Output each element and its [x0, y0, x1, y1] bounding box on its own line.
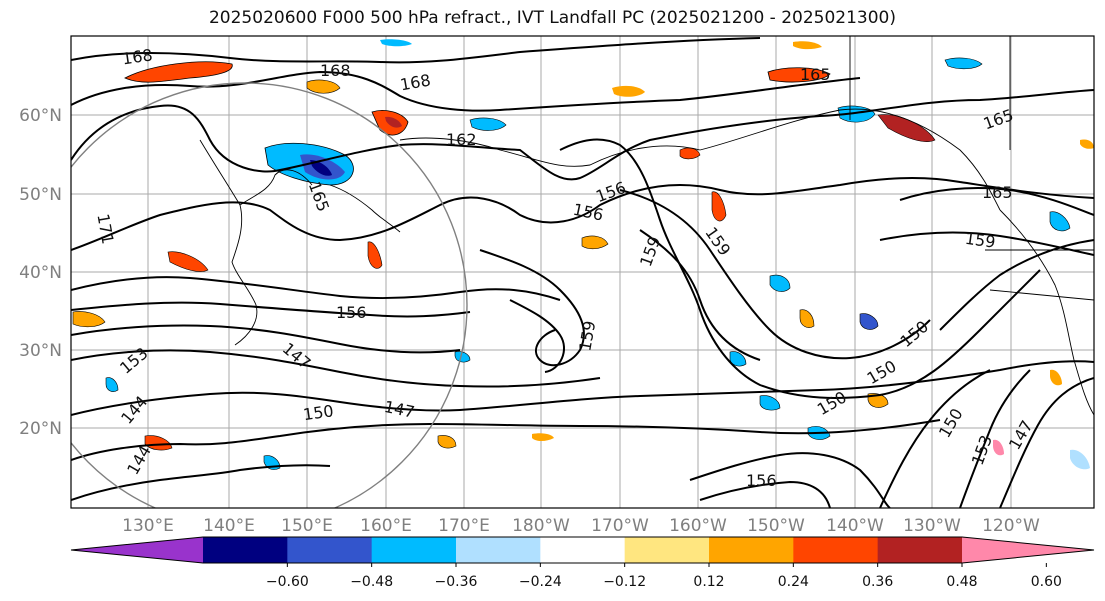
longitude-label: 130°W — [903, 516, 961, 536]
colorbar-extend-min — [71, 537, 203, 563]
shading-patch — [1080, 139, 1094, 149]
colorbar-tick-label: 0.24 — [778, 574, 809, 590]
plot-title: 2025020600 F000 500 hPa refract., IVT La… — [208, 8, 896, 28]
shading-patch — [469, 117, 507, 131]
longitude-label: 180°W — [512, 516, 570, 536]
colorbar-bin — [371, 537, 457, 563]
shading-patch — [367, 241, 383, 269]
shading-patch — [105, 377, 119, 392]
shading-patch — [612, 85, 645, 97]
shading-patch — [767, 67, 831, 83]
colorbar-labels: −0.60 −0.48 −0.36 −0.24 −0.12 0.12 0.24 0.36 0.4… — [266, 563, 1062, 590]
colorbar-tick-label: 0.12 — [693, 574, 724, 590]
colorbar — [70, 536, 1095, 564]
longitude-label: 160°E — [360, 516, 412, 536]
shading-patch — [1050, 369, 1062, 386]
colorbar-tick-label: 0.60 — [1031, 574, 1062, 590]
contour-label: 156 — [336, 303, 367, 322]
contour-lines — [71, 37, 1094, 508]
longitude-label: 130°E — [122, 516, 174, 536]
shading-patch — [1070, 449, 1090, 470]
contour-label: 168 — [320, 61, 351, 80]
colorbar-tick-label: 0.48 — [946, 574, 977, 590]
contour-label: 150 — [302, 401, 335, 424]
latitude-labels: 60°N 50°N 40°N 30°N 20°N — [19, 106, 62, 439]
shading-patch — [793, 41, 822, 50]
colorbar-tick-label: −0.12 — [603, 574, 646, 590]
latitude-label: 60°N — [19, 106, 62, 126]
colorbar-tick-label: −0.24 — [519, 574, 562, 590]
colorbar-bin — [624, 537, 710, 563]
colorbar-bin — [793, 537, 879, 563]
longitude-label: 140°E — [203, 516, 255, 536]
shading-patch — [306, 79, 341, 94]
shading-patch — [711, 191, 727, 222]
contour-label: 156 — [746, 471, 777, 490]
shading-patch — [679, 147, 701, 160]
shading-patch — [385, 116, 402, 128]
latitude-label: 50°N — [19, 185, 62, 205]
shading-patch — [144, 435, 173, 451]
colorbar-bin — [203, 537, 288, 563]
contour-label: 159 — [964, 229, 997, 252]
contour-label: 168 — [121, 45, 154, 68]
colorbar-extend-max — [962, 537, 1094, 563]
contour-label: 165 — [800, 65, 831, 84]
plot-frame — [70, 35, 1095, 509]
shading-patch — [437, 435, 457, 449]
colorbar-tick-label: 0.36 — [862, 574, 893, 590]
contour-label: 162 — [446, 130, 477, 149]
colorbar-tick-label: −0.60 — [266, 574, 309, 590]
longitude-label: 170°W — [591, 516, 649, 536]
latitude-label: 40°N — [19, 263, 62, 283]
colorbar-bin — [709, 537, 794, 563]
longitude-label: 170°E — [438, 516, 490, 536]
longitude-labels: 130°E 140°E 150°E 160°E 170°E 180°W 170°W 160°W… — [122, 516, 1040, 536]
shading-patch — [532, 433, 554, 441]
shading-patch — [859, 313, 879, 330]
latitude-label: 20°N — [19, 419, 62, 439]
longitude-label: 150°W — [747, 516, 805, 536]
longitude-label: 160°W — [669, 516, 727, 536]
shading-patch — [867, 393, 889, 408]
shading-patch — [380, 39, 412, 47]
shading-patch — [124, 61, 233, 83]
colorbar-bin — [877, 537, 963, 563]
latitude-label: 30°N — [19, 341, 62, 361]
shading-patch — [310, 160, 332, 176]
colorbar-bin — [287, 537, 373, 563]
longitude-label: 150°E — [281, 516, 333, 536]
colorbar-tick-label: −0.48 — [350, 574, 393, 590]
longitude-label: 140°W — [826, 516, 884, 536]
shading-patch — [837, 105, 876, 123]
contour-label: 165 — [982, 183, 1013, 202]
shading-patch — [769, 274, 791, 292]
shading-patch — [993, 439, 1004, 456]
shading-patch — [72, 311, 106, 328]
colorbar-bin — [540, 537, 626, 563]
shading-patch — [799, 309, 815, 328]
shading-patch — [759, 395, 781, 411]
shading-patch — [1049, 211, 1071, 232]
region-circle — [71, 82, 468, 508]
colorbar-bin — [456, 537, 541, 563]
shading-patch — [581, 235, 609, 250]
colorbar-outline — [70, 536, 1095, 564]
shading-patch — [167, 251, 209, 272]
colorbar-tick-label: −0.36 — [435, 574, 478, 590]
longitude-label: 120°W — [982, 516, 1040, 536]
shading-patch — [944, 57, 983, 70]
